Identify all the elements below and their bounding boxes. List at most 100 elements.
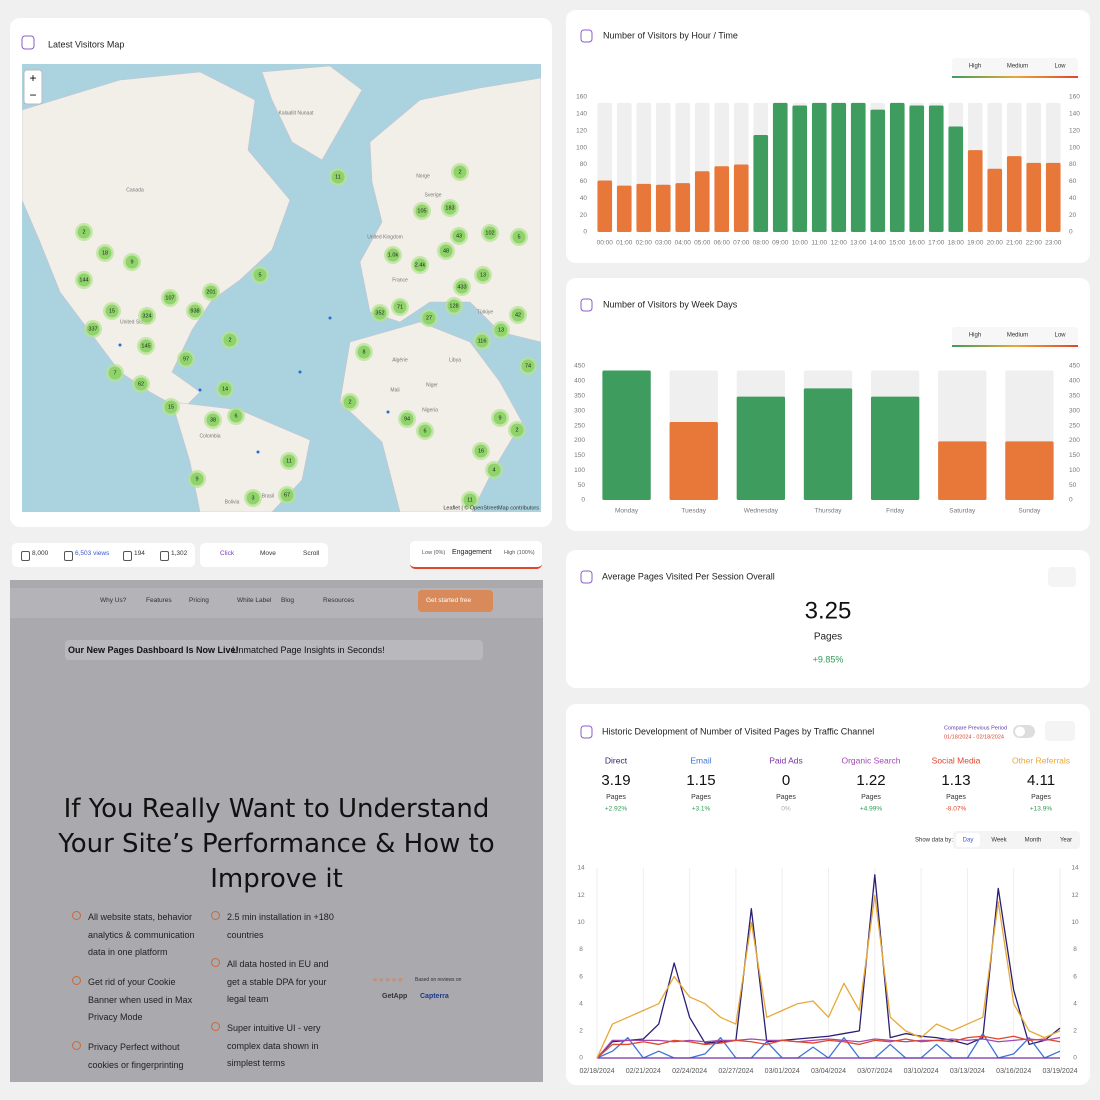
cluster[interactable]: [282, 454, 296, 468]
cluster-count: 8: [362, 349, 365, 355]
cluster[interactable]: [474, 444, 488, 458]
mode-option[interactable]: Move: [260, 550, 276, 557]
mode-option[interactable]: Scroll: [303, 550, 320, 557]
cluster[interactable]: [483, 226, 497, 240]
cluster[interactable]: [223, 333, 237, 347]
mode-option[interactable]: Click: [220, 550, 235, 557]
channel-name[interactable]: Social Media: [932, 755, 981, 765]
cluster[interactable]: [455, 280, 469, 294]
cluster[interactable]: [413, 258, 427, 272]
settings-button[interactable]: [1048, 567, 1076, 587]
card-bg: [566, 550, 1090, 688]
cluster[interactable]: [439, 244, 453, 258]
cluster[interactable]: [139, 339, 153, 353]
channel-name[interactable]: Organic Search: [841, 755, 900, 765]
cluster[interactable]: [386, 248, 400, 262]
cluster[interactable]: [418, 424, 432, 438]
bar: [602, 370, 651, 500]
cluster[interactable]: [512, 230, 526, 244]
cluster[interactable]: [77, 225, 91, 239]
zoom-control[interactable]: [23, 69, 43, 105]
y-tick-label: 0: [579, 1055, 583, 1062]
cluster[interactable]: [487, 463, 501, 477]
site-nav-link[interactable]: Resources: [323, 597, 355, 604]
engagement-low: Low (0%): [422, 550, 446, 556]
cluster[interactable]: [476, 268, 490, 282]
cluster[interactable]: [280, 488, 294, 502]
cluster-count: 15: [168, 404, 174, 410]
cluster[interactable]: [179, 352, 193, 366]
cluster[interactable]: [188, 304, 202, 318]
show-by-option[interactable]: Month: [1025, 838, 1042, 844]
cluster[interactable]: [204, 285, 218, 299]
zoom-out[interactable]: −: [29, 88, 36, 102]
cluster[interactable]: [98, 246, 112, 260]
cluster[interactable]: [521, 359, 535, 373]
x-tick-label: 09:00: [772, 240, 789, 247]
channel-name[interactable]: Email: [690, 755, 711, 765]
channel-name[interactable]: Direct: [605, 755, 628, 765]
cluster-count: 97: [183, 356, 189, 362]
cluster[interactable]: [163, 291, 177, 305]
cluster[interactable]: [246, 491, 260, 505]
cluster[interactable]: [475, 334, 489, 348]
cluster[interactable]: [253, 268, 267, 282]
site-nav-link[interactable]: Pricing: [189, 597, 209, 604]
banner-text: Unmatched Page Insights in Seconds!: [232, 645, 385, 655]
cluster[interactable]: [463, 493, 477, 507]
cluster[interactable]: [206, 413, 220, 427]
show-by-option[interactable]: Year: [1060, 838, 1072, 844]
cluster[interactable]: [494, 323, 508, 337]
cluster[interactable]: [452, 229, 466, 243]
cluster[interactable]: [190, 472, 204, 486]
cluster[interactable]: [218, 382, 232, 396]
cluster[interactable]: [511, 308, 525, 322]
cluster-count: 2: [458, 169, 461, 175]
cluster[interactable]: [373, 306, 387, 320]
site-nav-link[interactable]: Why Us?: [100, 597, 127, 604]
bar: [909, 105, 925, 232]
show-by-label: Show data by:: [915, 838, 953, 844]
y-tick-label: 12: [577, 892, 585, 899]
compare-range: 01/18/2024 - 02/18/2024: [944, 734, 1004, 740]
cluster[interactable]: [134, 377, 148, 391]
x-tick-label: 16:00: [909, 240, 926, 247]
settings-button[interactable]: [1045, 721, 1075, 741]
channel-name[interactable]: Paid Ads: [769, 755, 803, 765]
cluster[interactable]: [125, 255, 139, 269]
cluster[interactable]: [393, 300, 407, 314]
cluster[interactable]: [164, 400, 178, 414]
cluster[interactable]: [343, 395, 357, 409]
y-tick-label: 100: [576, 144, 587, 151]
stat-value: 6,503 views: [75, 550, 110, 557]
cluster[interactable]: [357, 345, 371, 359]
cluster[interactable]: [400, 412, 414, 426]
zoom-in[interactable]: +: [29, 71, 36, 85]
site-nav-link[interactable]: White Label: [237, 597, 272, 604]
cta-button[interactable]: [418, 590, 493, 612]
site-nav-link[interactable]: Blog: [281, 597, 295, 604]
show-by-option[interactable]: Week: [991, 838, 1007, 844]
cluster[interactable]: [86, 322, 100, 336]
cluster[interactable]: [443, 201, 457, 215]
cluster[interactable]: [510, 423, 524, 437]
y2-tick-label: 400: [1069, 378, 1080, 385]
cluster[interactable]: [108, 366, 122, 380]
cluster[interactable]: [422, 311, 436, 325]
cluster[interactable]: [229, 409, 243, 423]
cluster[interactable]: [493, 411, 507, 425]
site-nav-link[interactable]: Features: [146, 597, 172, 604]
cluster[interactable]: [453, 165, 467, 179]
cluster[interactable]: [331, 170, 345, 184]
cluster[interactable]: [77, 273, 91, 287]
cluster[interactable]: [140, 309, 154, 323]
cluster-count: 2: [82, 229, 85, 235]
cluster[interactable]: [105, 304, 119, 318]
channel-name[interactable]: Other Referrals: [1012, 755, 1070, 765]
show-by-option[interactable]: Day: [963, 838, 974, 844]
cluster-count: 7: [113, 370, 116, 376]
cluster[interactable]: [447, 299, 461, 313]
kpi-title: Average Pages Visited Per Session Overal…: [602, 571, 775, 581]
cluster[interactable]: [415, 204, 429, 218]
cluster-count: 67: [284, 492, 290, 498]
